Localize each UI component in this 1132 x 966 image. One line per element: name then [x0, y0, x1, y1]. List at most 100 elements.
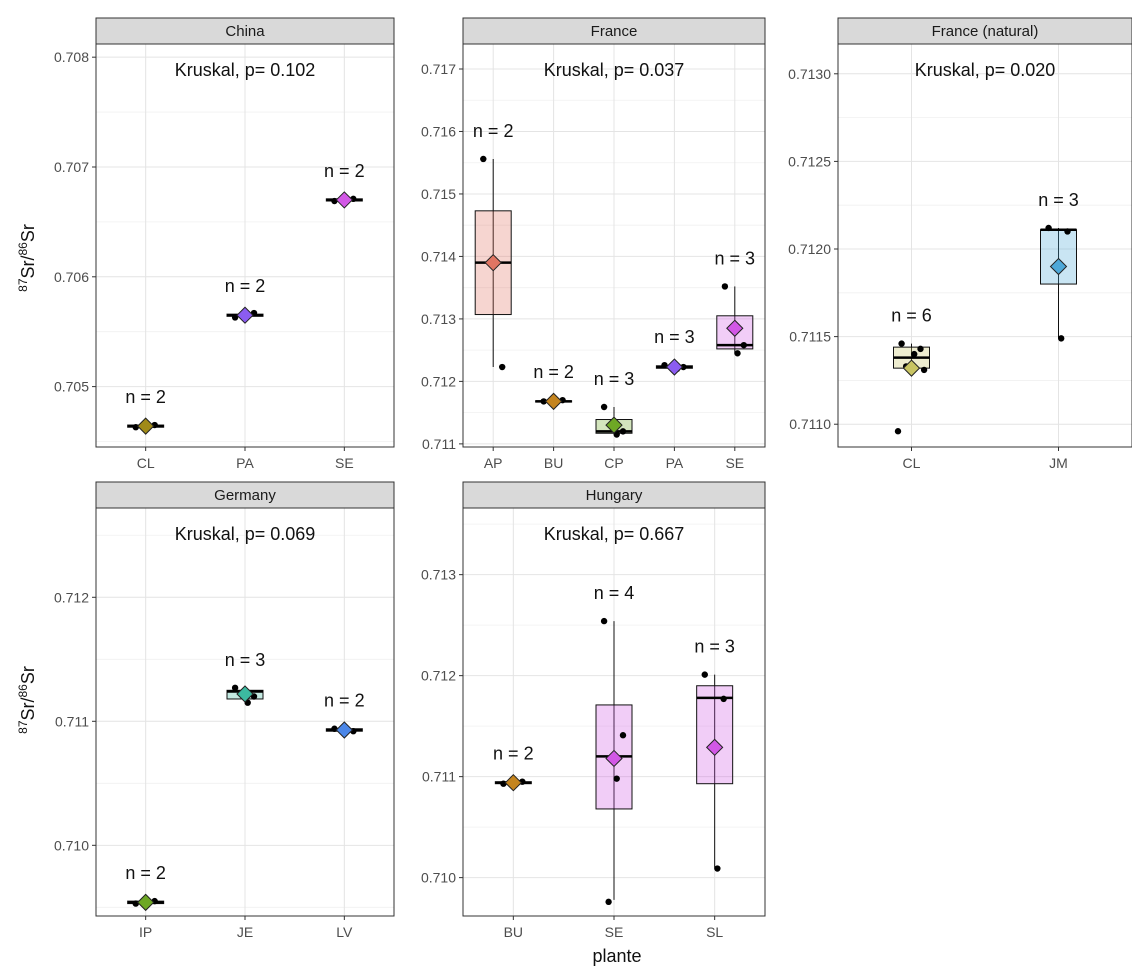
x-tick-label: IP	[139, 924, 152, 940]
y-tick-label: 0.710	[421, 870, 456, 886]
kruskal-label: Kruskal, p= 0.102	[175, 60, 316, 80]
x-tick-label: SE	[605, 924, 624, 940]
n-label: n = 3	[1038, 190, 1079, 210]
data-point	[894, 428, 902, 435]
panel-border	[95, 43, 395, 448]
x-tick-label: PA	[666, 455, 684, 471]
y-axis-title-sup1: 87	[16, 720, 30, 734]
kruskal-label: Kruskal, p= 0.037	[544, 60, 685, 80]
mean-marker	[504, 773, 523, 792]
n-label: n = 3	[225, 650, 266, 670]
n-label: n = 2	[533, 362, 574, 382]
x-tick-label: CL	[903, 455, 921, 471]
data-point	[500, 780, 507, 787]
x-tick-label: BU	[544, 455, 563, 471]
x-tick-label: BU	[504, 924, 523, 940]
data-point	[132, 424, 139, 431]
mean-marker	[236, 685, 254, 703]
data-point	[720, 695, 727, 703]
kruskal-label: Kruskal, p= 0.069	[175, 524, 316, 544]
x-tick-label: JE	[237, 924, 253, 940]
n-label: n = 3	[654, 327, 695, 347]
x-tick-label: SL	[706, 924, 723, 940]
data-point	[600, 403, 608, 411]
data-point	[898, 340, 905, 347]
facet-strip-1	[462, 17, 766, 45]
panel-border	[95, 507, 395, 917]
x-tick-label: AP	[484, 455, 503, 471]
n-label: n = 2	[225, 276, 266, 296]
facet-strip-label: France (natural)	[932, 23, 1039, 40]
mean-marker	[705, 738, 724, 757]
x-tick-label: SE	[335, 455, 354, 471]
data-point	[600, 617, 608, 625]
data-point	[480, 155, 487, 163]
n-label: n = 2	[125, 387, 166, 407]
y-tick-label: 0.711	[422, 436, 456, 452]
y-tick-label: 0.713	[421, 567, 456, 583]
n-label: n = 2	[473, 121, 514, 141]
data-point	[231, 684, 239, 692]
kruskal-label: Kruskal, p= 0.667	[544, 524, 685, 544]
box-iqr	[696, 685, 734, 785]
y-tick-label: 0.711	[55, 713, 89, 729]
data-point	[1058, 335, 1065, 342]
facet-strip-label: Germany	[214, 487, 276, 504]
data-point	[540, 398, 547, 405]
data-point	[680, 363, 687, 371]
x-tick-label: CP	[604, 455, 623, 471]
n-label: n = 2	[324, 691, 365, 711]
data-point	[499, 363, 506, 371]
panel-border	[462, 43, 766, 448]
y-tick-label: 0.7130	[788, 66, 831, 82]
y-axis-title-sup2: 86	[16, 684, 30, 698]
y-axis-title-base2: Sr	[18, 666, 38, 684]
facet-strip-4	[462, 481, 766, 509]
y-tick-label: 0.7120	[788, 241, 831, 257]
x-tick-label: LV	[336, 924, 353, 940]
y-tick-label: 0.714	[421, 248, 456, 264]
mean-marker	[136, 417, 155, 435]
data-point	[619, 732, 627, 739]
x-tick-label: SE	[725, 455, 744, 471]
mean-marker	[544, 392, 563, 411]
y-axis-title-sup2: 86	[16, 242, 30, 256]
panel-background	[838, 44, 1132, 447]
data-point	[734, 350, 741, 357]
x-tick-label: PA	[236, 455, 254, 471]
mean-marker	[605, 416, 623, 434]
y-tick-label: 0.706	[54, 269, 89, 285]
y-axis-title-top: 87Sr/86Sr	[16, 224, 38, 292]
n-label: n = 2	[493, 744, 534, 764]
y-axis-title-base1: Sr/	[18, 255, 38, 278]
n-label: n = 3	[715, 248, 756, 268]
mean-marker	[484, 253, 502, 272]
y-axis-title-base2: Sr	[18, 224, 38, 242]
data-point	[911, 350, 918, 358]
facet-strip-label: China	[225, 23, 265, 40]
y-axis-title-sup1: 87	[16, 278, 30, 292]
data-point	[740, 341, 747, 349]
kruskal-label: Kruskal, p= 0.020	[915, 60, 1056, 80]
facet-strip-label: France	[591, 23, 638, 40]
n-label: n = 3	[594, 369, 635, 389]
mean-marker	[1049, 257, 1068, 276]
n-label: n = 2	[125, 863, 166, 883]
mean-marker	[136, 893, 155, 912]
data-point	[920, 366, 928, 374]
y-tick-label: 0.7115	[789, 329, 831, 345]
data-point	[613, 775, 620, 782]
n-label: n = 2	[324, 161, 365, 181]
data-point	[1064, 228, 1071, 235]
data-point	[1045, 224, 1052, 232]
x-axis-title: plante	[592, 946, 641, 966]
data-point	[331, 197, 338, 205]
y-tick-label: 0.712	[54, 589, 89, 605]
x-tick-label: JM	[1049, 455, 1068, 471]
y-axis-title-base1: Sr/	[18, 697, 38, 720]
y-tick-label: 0.707	[54, 159, 89, 175]
n-label: n = 4	[594, 583, 635, 603]
data-point	[917, 345, 924, 353]
facet-strip-label: Hungary	[586, 487, 643, 504]
y-tick-label: 0.717	[421, 61, 456, 77]
